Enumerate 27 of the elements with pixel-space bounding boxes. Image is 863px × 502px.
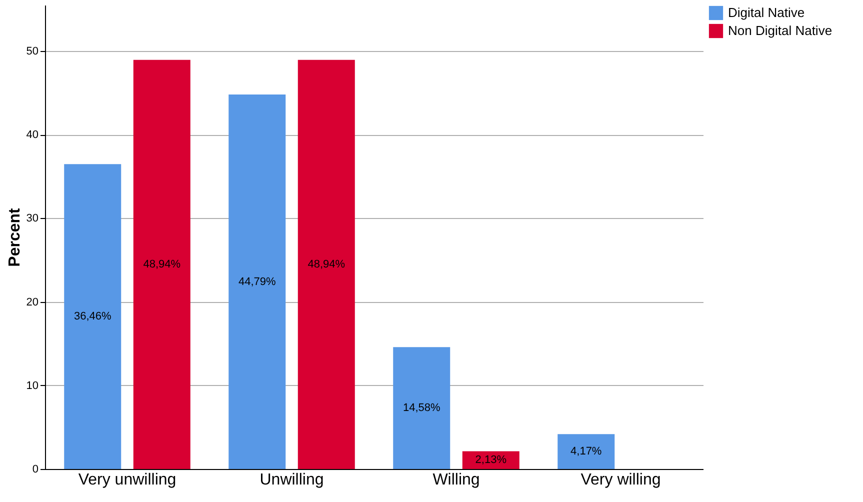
data-label: 48,94%	[143, 258, 181, 270]
bar	[558, 434, 615, 469]
legend-label: Digital Native	[728, 5, 805, 20]
y-tick-label: 50	[26, 45, 38, 58]
y-tick-label: 10	[26, 380, 38, 392]
bar	[462, 451, 520, 469]
y-tick-label: 40	[26, 129, 38, 142]
data-label: 2,13%	[475, 454, 507, 466]
x-tick-label: Very unwilling	[78, 472, 176, 488]
bar	[133, 60, 190, 469]
data-label: 48,94%	[308, 258, 346, 270]
y-tick-label: 30	[26, 212, 38, 225]
x-tick-label: Unwilling	[260, 472, 324, 488]
data-label: 36,46%	[74, 310, 112, 323]
x-tick-label: Willing	[432, 472, 480, 488]
y-tick-label: 20	[26, 296, 38, 308]
x-tick-label: Very willing	[580, 472, 661, 488]
data-label: 4,17%	[570, 446, 602, 458]
bar	[64, 164, 122, 469]
data-label: 14,58%	[402, 402, 440, 414]
data-label: 44,79%	[238, 276, 276, 288]
y-axis-title: Percent	[6, 207, 24, 267]
bar	[393, 347, 450, 469]
y-tick-label: 0	[32, 464, 38, 476]
bar	[228, 94, 286, 469]
bar	[298, 60, 355, 469]
legend-label: Non Digital Native	[728, 23, 832, 38]
